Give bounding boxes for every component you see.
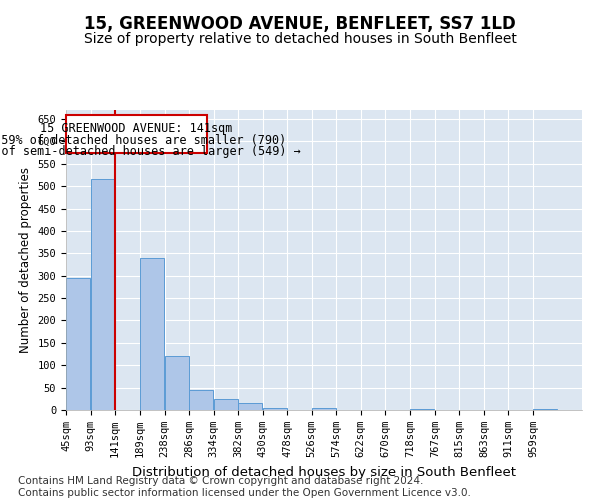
Text: ← 59% of detached houses are smaller (790): ← 59% of detached houses are smaller (79…	[0, 134, 286, 146]
Bar	[66, 278, 90, 410]
Bar	[533, 408, 557, 410]
Bar	[263, 408, 287, 410]
Bar	[238, 404, 262, 410]
Text: Contains HM Land Registry data © Crown copyright and database right 2024.
Contai: Contains HM Land Registry data © Crown c…	[18, 476, 471, 498]
Y-axis label: Number of detached properties: Number of detached properties	[19, 167, 32, 353]
Text: 41% of semi-detached houses are larger (549) →: 41% of semi-detached houses are larger (…	[0, 146, 301, 158]
Bar	[91, 180, 115, 410]
Bar	[410, 408, 434, 410]
Bar	[312, 408, 336, 410]
FancyBboxPatch shape	[66, 115, 207, 153]
Text: 15, GREENWOOD AVENUE, BENFLEET, SS7 1LD: 15, GREENWOOD AVENUE, BENFLEET, SS7 1LD	[84, 15, 516, 33]
X-axis label: Distribution of detached houses by size in South Benfleet: Distribution of detached houses by size …	[132, 466, 516, 478]
Text: 15 GREENWOOD AVENUE: 141sqm: 15 GREENWOOD AVENUE: 141sqm	[40, 122, 233, 135]
Text: Size of property relative to detached houses in South Benfleet: Size of property relative to detached ho…	[83, 32, 517, 46]
Bar	[164, 356, 189, 410]
Bar	[140, 258, 164, 410]
Bar	[189, 390, 214, 410]
Bar	[214, 399, 238, 410]
